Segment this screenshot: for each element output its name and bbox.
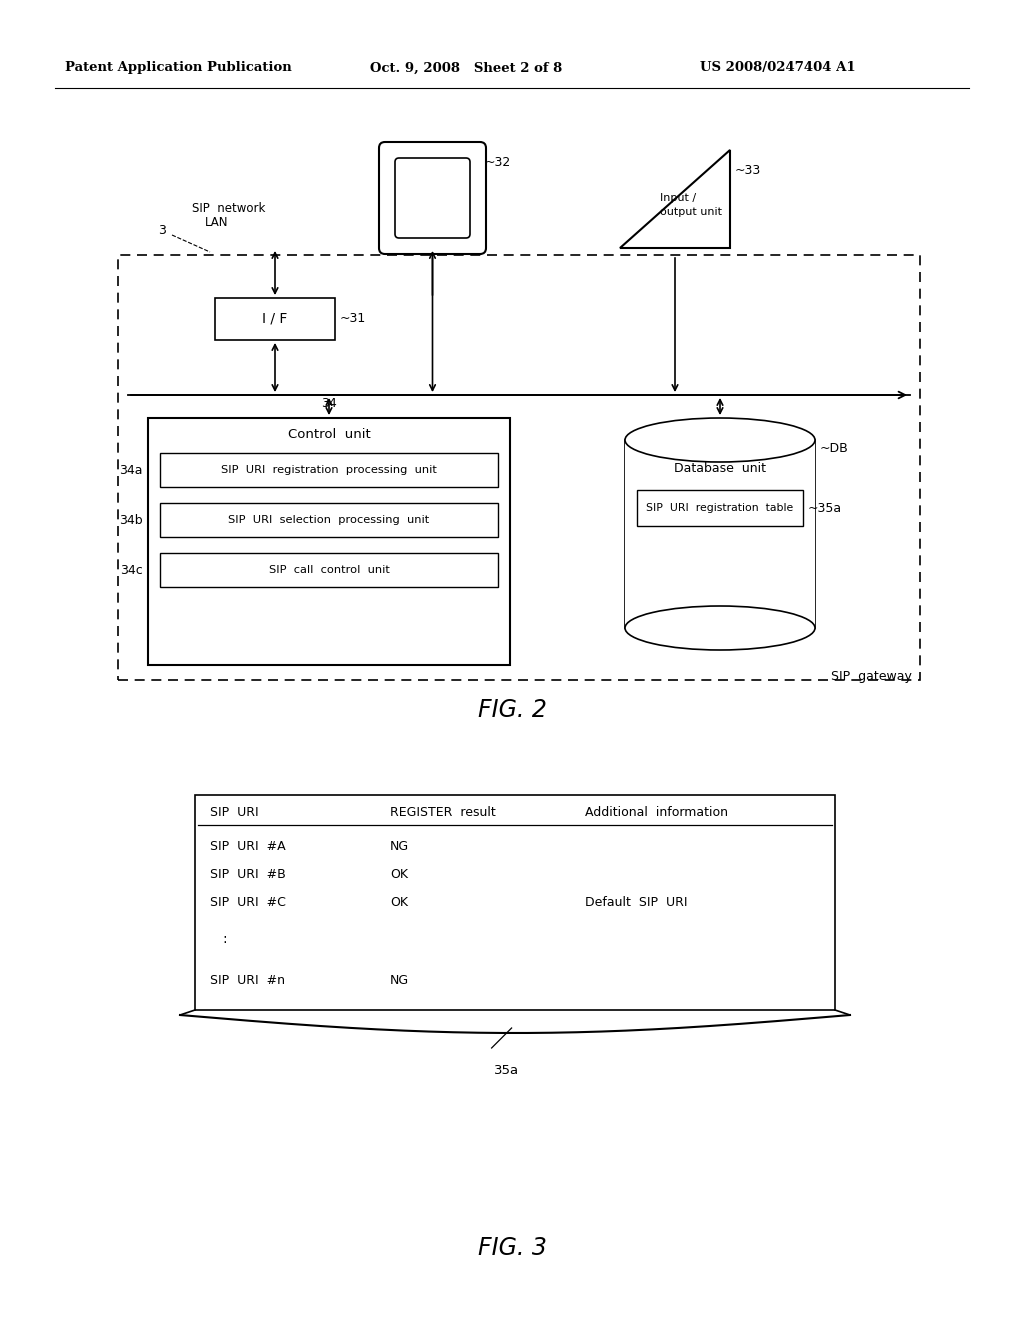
Text: ~31: ~31 bbox=[340, 313, 367, 326]
Text: Input /
output unit: Input / output unit bbox=[660, 194, 722, 216]
Text: SIP  call  control  unit: SIP call control unit bbox=[268, 565, 389, 576]
Text: ~32: ~32 bbox=[485, 157, 511, 169]
Text: SIP  URI  selection  processing  unit: SIP URI selection processing unit bbox=[228, 515, 430, 525]
Text: 35a: 35a bbox=[494, 1064, 519, 1077]
Ellipse shape bbox=[625, 606, 815, 649]
Bar bbox=[195, 795, 835, 1010]
FancyBboxPatch shape bbox=[379, 143, 486, 253]
Bar bbox=[160, 503, 498, 537]
Text: ~DB: ~DB bbox=[820, 441, 849, 454]
Text: 3: 3 bbox=[158, 223, 166, 236]
Bar bbox=[637, 490, 803, 525]
Text: 34c: 34c bbox=[120, 564, 143, 577]
Text: FIG. 2: FIG. 2 bbox=[477, 698, 547, 722]
Text: 34b: 34b bbox=[120, 513, 143, 527]
Text: US 2008/0247404 A1: US 2008/0247404 A1 bbox=[700, 62, 856, 74]
Bar bbox=[625, 440, 815, 628]
Text: SIP  URI  registration  processing  unit: SIP URI registration processing unit bbox=[221, 465, 437, 475]
Text: REGISTER  result: REGISTER result bbox=[390, 807, 496, 820]
FancyBboxPatch shape bbox=[395, 158, 470, 238]
Text: NG: NG bbox=[390, 974, 410, 987]
Bar bbox=[160, 453, 498, 487]
Text: 34a: 34a bbox=[120, 463, 143, 477]
Text: OK: OK bbox=[390, 869, 408, 882]
Text: SIP  URI  #C: SIP URI #C bbox=[210, 896, 286, 909]
Text: SIP  URI  #A: SIP URI #A bbox=[210, 841, 286, 854]
Text: SIP  URI  #n: SIP URI #n bbox=[210, 974, 285, 987]
Text: LAN: LAN bbox=[205, 216, 228, 230]
Text: Patent Application Publication: Patent Application Publication bbox=[65, 62, 292, 74]
Text: SIP  URI  #B: SIP URI #B bbox=[210, 869, 286, 882]
Ellipse shape bbox=[625, 418, 815, 462]
Text: OK: OK bbox=[390, 896, 408, 909]
Text: Additional  information: Additional information bbox=[585, 807, 728, 820]
Bar bbox=[118, 255, 920, 680]
Text: SIP  URI  registration  table: SIP URI registration table bbox=[646, 503, 794, 513]
Text: Oct. 9, 2008   Sheet 2 of 8: Oct. 9, 2008 Sheet 2 of 8 bbox=[370, 62, 562, 74]
Text: NG: NG bbox=[390, 841, 410, 854]
Bar bbox=[160, 553, 498, 587]
Text: Database  unit: Database unit bbox=[674, 462, 766, 474]
Text: SIP  network: SIP network bbox=[193, 202, 265, 214]
Text: Default  SIP  URI: Default SIP URI bbox=[585, 896, 687, 909]
Text: I / F: I / F bbox=[262, 312, 288, 326]
Text: FIG. 3: FIG. 3 bbox=[477, 1236, 547, 1261]
Text: ~33: ~33 bbox=[735, 164, 761, 177]
Bar bbox=[148, 418, 510, 665]
Text: :: : bbox=[222, 932, 226, 946]
Text: 34: 34 bbox=[322, 397, 337, 411]
Bar bbox=[215, 298, 335, 341]
Text: ~35a: ~35a bbox=[808, 502, 842, 515]
Text: SIP  URI: SIP URI bbox=[210, 807, 259, 820]
Text: SIP  gateway: SIP gateway bbox=[831, 671, 912, 682]
Text: Control  unit: Control unit bbox=[288, 428, 371, 441]
